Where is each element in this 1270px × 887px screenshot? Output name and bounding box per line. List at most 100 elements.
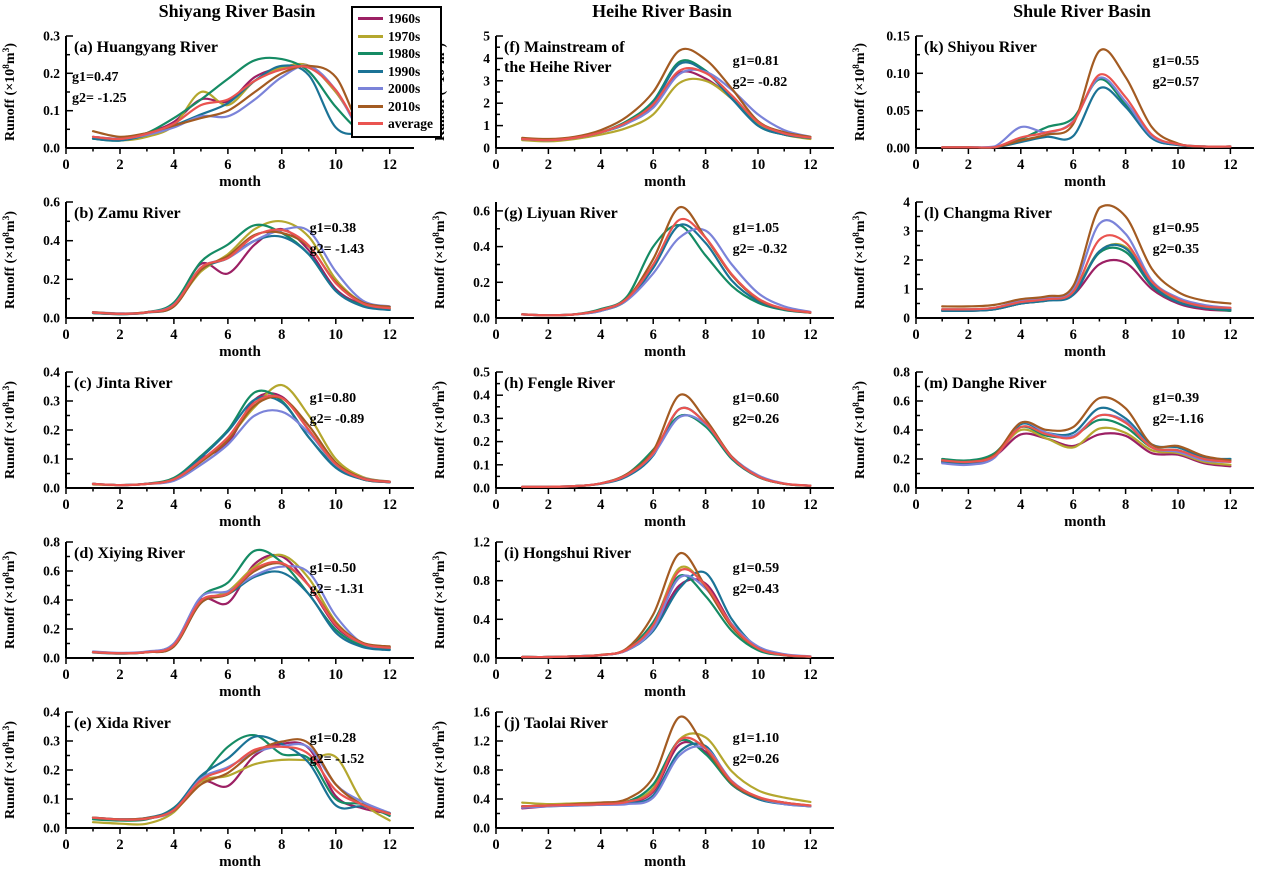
chart-j-plot: 0.0 0.4 0.8 1.2 1.6 0 2 4 6 8 10 12 (j) Taolai River… [432, 705, 834, 870]
svg-text:0: 0 [492, 497, 499, 513]
legend-line-swatch [358, 17, 383, 21]
svg-text:0.2: 0.2 [43, 423, 60, 438]
svg-text:0: 0 [912, 497, 919, 513]
chart-title: (l) Changma River [924, 205, 1052, 222]
svg-text:0: 0 [492, 667, 499, 683]
legend-label: 1990s [388, 63, 421, 79]
basin-title-0: Shiyang River Basin [158, 1, 316, 21]
svg-text:12: 12 [382, 327, 397, 343]
svg-text:6: 6 [650, 327, 657, 343]
svg-text:10: 10 [1171, 497, 1186, 513]
svg-text:8: 8 [1122, 157, 1129, 173]
chart-title: (c) Jinta River [74, 375, 173, 392]
chart-title: (b) Zamu River [74, 205, 181, 222]
svg-text:6: 6 [1070, 327, 1077, 343]
svg-text:0.8: 0.8 [893, 365, 910, 380]
g-annotation: g1=1.05 [733, 221, 779, 236]
y-axis-label: Runoff (×108m3) [852, 43, 868, 141]
legend-line-swatch [358, 122, 383, 126]
legend-line-swatch [358, 52, 383, 56]
svg-text:0.4: 0.4 [43, 593, 60, 608]
svg-text:0.0: 0.0 [43, 141, 60, 156]
svg-text:4: 4 [483, 51, 490, 66]
series-2010s-line [521, 393, 812, 488]
y-axis-label: Runoff (×108m3) [2, 43, 18, 141]
svg-text:10: 10 [329, 497, 344, 513]
svg-text:12: 12 [382, 497, 397, 513]
svg-text:0.10: 0.10 [886, 66, 910, 81]
svg-text:0: 0 [62, 837, 69, 853]
svg-text:8: 8 [278, 327, 285, 343]
svg-text:0.0: 0.0 [473, 311, 490, 326]
svg-text:10: 10 [329, 667, 344, 683]
svg-text:0.0: 0.0 [893, 481, 910, 496]
series-1980s-line [91, 56, 391, 142]
svg-text:2: 2 [965, 497, 972, 513]
g-annotation: g2= -1.31 [310, 582, 365, 597]
svg-text:4: 4 [597, 157, 604, 173]
x-axis-label: month [219, 174, 261, 190]
svg-text:0.4: 0.4 [473, 612, 490, 627]
svg-text:12: 12 [803, 497, 818, 513]
legend-label: 1970s [388, 28, 421, 44]
svg-text:0.4: 0.4 [473, 792, 490, 807]
series-average-line [91, 745, 391, 821]
svg-text:0.0: 0.0 [473, 651, 490, 666]
g-annotation: g1=0.50 [310, 561, 356, 576]
g-annotation: g2= -1.52 [310, 752, 365, 767]
svg-text:0: 0 [62, 497, 69, 513]
svg-text:12: 12 [803, 327, 818, 343]
svg-text:0.2: 0.2 [43, 272, 60, 287]
chart-a-cell: Shiyang River Basin 0.0 0.1 0.2 0.3 0 2 4 6 8 10 12… [0, 0, 430, 190]
svg-text:10: 10 [751, 327, 766, 343]
svg-text:0: 0 [62, 157, 69, 173]
chart-title: (f) Mainstream of [504, 39, 625, 56]
svg-text:0.1: 0.1 [43, 452, 60, 467]
svg-text:12: 12 [803, 837, 818, 853]
chart-g-plot: 0.0 0.2 0.4 0.6 0 2 4 6 8 10 12 (g) Liyuan River g1=… [432, 202, 834, 360]
series-average-line [91, 228, 391, 316]
chart-m-cell: 0.0 0.2 0.4 0.6 0.8 0 2 4 6 8 10 12 (m) Danghe River… [850, 360, 1270, 530]
chart-e-cell: 0.0 0.1 0.2 0.3 0.4 0 2 4 6 8 10 12 (e) Xida River g1… [0, 700, 430, 887]
svg-text:0.1: 0.1 [473, 457, 490, 472]
g-annotation: g2=-1.16 [1153, 412, 1204, 427]
svg-text:2: 2 [545, 157, 552, 173]
legend-item-1960s: 1960s [358, 10, 433, 28]
svg-text:4: 4 [170, 837, 177, 853]
svg-text:4: 4 [170, 667, 177, 683]
svg-text:6: 6 [224, 157, 231, 173]
legend-item-2010s: 2010s [358, 98, 433, 116]
svg-text:0.00: 0.00 [886, 141, 910, 156]
g-annotation: g1=0.95 [1153, 221, 1199, 236]
y-axis-label: Runoff (×108m3) [432, 551, 448, 649]
x-axis-label: month [219, 514, 261, 530]
y-axis-label: Runoff (×108m3) [2, 551, 18, 649]
series-1990s-line [941, 243, 1232, 312]
y-axis-label: Runoff (×108m3) [432, 211, 448, 309]
chart-l-cell: 0 1 2 3 4 0 2 4 6 8 10 12 (l) Changma River g1=0.95 g2… [850, 190, 1270, 360]
svg-text:12: 12 [1223, 497, 1238, 513]
svg-text:0.2: 0.2 [473, 275, 490, 290]
svg-text:2: 2 [116, 157, 123, 173]
basin-title-1: Heihe River Basin [592, 1, 732, 21]
legend-line-swatch [358, 104, 383, 108]
x-axis-label: month [644, 514, 686, 530]
svg-text:10: 10 [751, 157, 766, 173]
chart-g-cell: 0.0 0.2 0.4 0.6 0 2 4 6 8 10 12 (g) Liyuan River g1=… [430, 190, 850, 360]
chart-i-plot: 0.0 0.4 0.8 1.2 0 2 4 6 8 10 12 (i) Hongshui River g… [432, 535, 834, 700]
g-annotation: g2=0.35 [1153, 242, 1199, 257]
series-average-line [521, 217, 812, 317]
series-average-line [521, 406, 812, 488]
svg-text:0.4: 0.4 [43, 233, 60, 248]
svg-text:0.4: 0.4 [43, 365, 60, 380]
chart-c-plot: 0.0 0.1 0.2 0.3 0.4 0 2 4 6 8 10 12 (c) Jinta River g… [2, 365, 414, 530]
svg-text:6: 6 [650, 157, 657, 173]
svg-text:0.0: 0.0 [473, 821, 490, 836]
svg-text:12: 12 [382, 667, 397, 683]
svg-text:10: 10 [751, 667, 766, 683]
svg-text:0.1: 0.1 [43, 103, 60, 118]
svg-text:0: 0 [62, 667, 69, 683]
